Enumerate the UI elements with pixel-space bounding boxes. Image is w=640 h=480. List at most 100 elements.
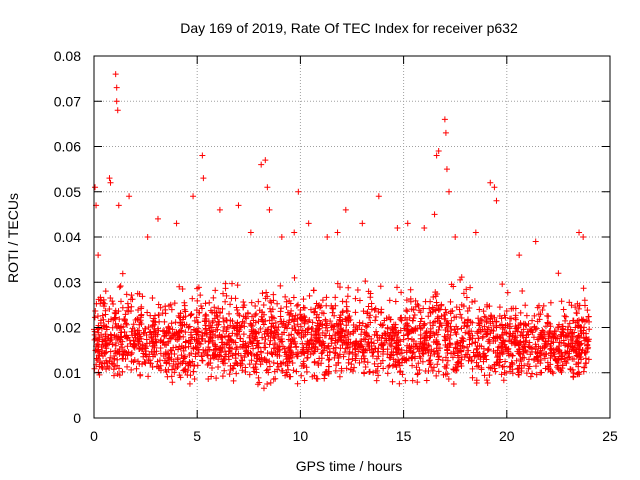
data-point xyxy=(328,335,335,342)
data-point xyxy=(339,309,346,316)
data-point xyxy=(223,292,230,299)
data-point xyxy=(408,328,415,335)
data-point xyxy=(280,320,287,327)
data-point xyxy=(444,370,451,377)
data-point xyxy=(263,289,270,296)
data-point xyxy=(372,313,379,320)
data-point xyxy=(327,318,334,325)
data-point xyxy=(499,340,506,347)
data-point xyxy=(267,328,274,335)
data-point xyxy=(323,294,330,301)
data-point xyxy=(147,360,154,367)
data-point xyxy=(451,314,458,321)
data-point xyxy=(456,306,463,313)
data-point xyxy=(571,344,578,351)
data-point xyxy=(417,331,424,338)
data-point xyxy=(487,330,494,337)
data-point xyxy=(229,318,236,325)
data-point xyxy=(178,352,185,359)
data-point xyxy=(177,327,184,334)
data-point xyxy=(311,309,318,316)
data-point xyxy=(154,215,161,222)
data-point xyxy=(441,116,448,123)
data-point xyxy=(580,368,587,375)
data-point xyxy=(149,294,156,301)
data-point xyxy=(248,339,255,346)
data-point xyxy=(193,314,200,321)
data-point xyxy=(165,329,172,336)
data-point xyxy=(250,345,257,352)
data-point xyxy=(443,365,450,372)
data-point xyxy=(116,345,123,352)
data-point xyxy=(371,360,378,367)
data-point xyxy=(195,328,202,335)
data-point xyxy=(187,331,194,338)
data-point xyxy=(104,363,111,370)
data-point xyxy=(403,297,410,304)
y-tick-label: 0.05 xyxy=(54,184,81,200)
data-point xyxy=(499,281,506,288)
data-point xyxy=(422,298,429,305)
x-tick-label: 0 xyxy=(90,428,98,444)
data-point xyxy=(446,335,453,342)
data-point xyxy=(532,326,539,333)
data-point xyxy=(124,343,131,350)
data-point xyxy=(284,309,291,316)
data-point xyxy=(228,337,235,344)
data-point xyxy=(295,188,302,195)
data-point xyxy=(398,289,405,296)
data-point xyxy=(236,312,243,319)
data-point xyxy=(449,354,456,361)
data-point xyxy=(300,333,307,340)
data-point xyxy=(207,355,214,362)
data-point xyxy=(387,316,394,323)
data-point xyxy=(404,327,411,334)
data-point xyxy=(338,367,345,374)
data-point xyxy=(246,371,253,378)
data-point xyxy=(128,349,135,356)
data-point xyxy=(209,319,216,326)
data-point xyxy=(205,375,212,382)
data-point xyxy=(218,353,225,360)
data-point xyxy=(473,359,480,366)
data-point xyxy=(305,220,312,227)
data-point xyxy=(275,346,282,353)
data-point xyxy=(271,328,278,335)
data-point xyxy=(192,327,199,334)
data-point xyxy=(529,370,536,377)
data-point xyxy=(331,323,338,330)
data-point xyxy=(392,298,399,305)
y-tick-label: 0.02 xyxy=(54,320,81,336)
data-point xyxy=(91,331,98,338)
data-point xyxy=(219,305,226,312)
data-point xyxy=(575,345,582,352)
data-point xyxy=(430,364,437,371)
data-point xyxy=(350,368,357,375)
data-point xyxy=(171,331,178,338)
data-point xyxy=(320,310,327,317)
data-point xyxy=(295,301,302,308)
data-point xyxy=(210,294,217,301)
data-point xyxy=(169,379,176,386)
data-point xyxy=(358,326,365,333)
data-point xyxy=(325,363,332,370)
data-point xyxy=(215,321,222,328)
data-point xyxy=(168,306,175,313)
data-point xyxy=(291,323,298,330)
data-point xyxy=(155,312,162,319)
data-point xyxy=(322,324,329,331)
data-point xyxy=(247,229,254,236)
data-point xyxy=(337,320,344,327)
data-point xyxy=(462,351,469,358)
data-point xyxy=(220,290,227,297)
data-point xyxy=(252,303,259,310)
data-point xyxy=(560,306,567,313)
data-point xyxy=(517,332,524,339)
data-point xyxy=(514,328,521,335)
data-point xyxy=(252,312,259,319)
data-point xyxy=(139,293,146,300)
data-point xyxy=(144,234,151,240)
data-point xyxy=(107,294,114,301)
data-point xyxy=(474,330,481,337)
data-point xyxy=(285,319,292,326)
